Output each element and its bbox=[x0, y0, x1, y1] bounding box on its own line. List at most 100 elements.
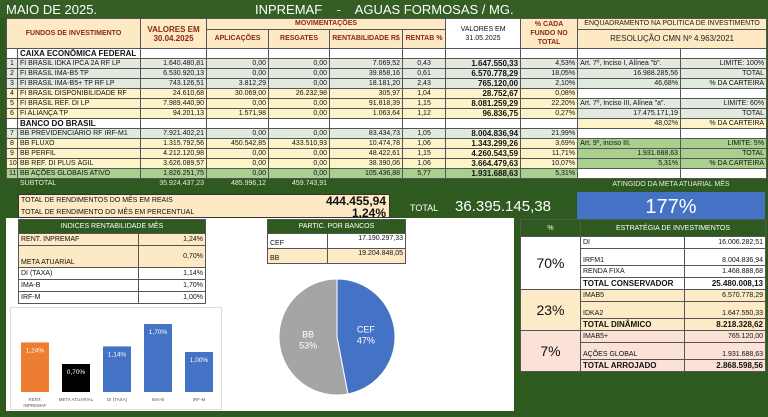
table-row[interactable]: 8 BB FLUXO 1.315.792,56 450.542,85 433.510,9… bbox=[6, 138, 768, 149]
row-number: 8 bbox=[6, 138, 18, 149]
enq-left: 17.475.171,19 bbox=[577, 108, 682, 119]
section-row: BANCO DO BRASIL 48,02%% DA CARTEIRA bbox=[6, 118, 768, 129]
bar bbox=[21, 342, 49, 392]
indice-label: META ATUARIAL bbox=[18, 245, 139, 268]
enq-left: Art. 7º, Inciso III, Alínea "a". bbox=[577, 98, 682, 109]
enq-left bbox=[577, 168, 682, 179]
resgates: 0,00 bbox=[268, 168, 331, 179]
aplicacoes: 30.069,00 bbox=[206, 88, 270, 99]
partic-table: PARTIC. POR BANCOS CEF 17.190.297,33 BB 19.… bbox=[267, 219, 406, 264]
rent-rs: 18.181,20 bbox=[329, 78, 404, 89]
rent-rs: 38.390,06 bbox=[329, 158, 404, 169]
value-mai: 6.570.778,29 bbox=[445, 68, 522, 79]
total-reais-label: TOTAL DE RENDIMENTOS DO MÊS EM REAIS bbox=[21, 197, 173, 204]
enq-left bbox=[577, 128, 682, 139]
pct-total: 2,10% bbox=[520, 78, 579, 89]
enq-right: % DA CARTEIRA bbox=[680, 78, 768, 89]
enq-right: TOTAL bbox=[680, 68, 768, 79]
strategy-value: 16.006.282,51 bbox=[683, 236, 767, 249]
total-pct-label: TOTAL DE RENDIMENTO DO MÊS EM PERCENTUAL bbox=[21, 209, 195, 216]
table-row[interactable]: 3 FI BRASIL IMA-B5+ TP RF LP 743.126,51 3.8… bbox=[6, 78, 768, 89]
fund-name: BB PREVIDENCIÁRIO RF IRF-M1 bbox=[16, 128, 142, 139]
section-name: BANCO DO BRASIL bbox=[16, 118, 142, 129]
strategy-label: AÇÕES GLOBAL bbox=[580, 342, 685, 360]
enq-left: 16.988.285,56 bbox=[577, 68, 682, 79]
aplicacoes: 0,00 bbox=[206, 68, 270, 79]
pie-slice bbox=[278, 278, 349, 396]
strategy-value: 765.120,00 bbox=[683, 330, 767, 343]
indice-label: DI (TAXA) bbox=[18, 267, 139, 280]
strategy-label: RENDA FIXA bbox=[580, 265, 685, 278]
enq-left: Art. 9º, inciso III. bbox=[577, 138, 682, 149]
row-number: 1 bbox=[6, 58, 18, 69]
pct-total: 5,31% bbox=[520, 168, 579, 179]
table-row[interactable]: 5 FI BRASIL REF. DI LP 7.989.440,90 0,00 0,0… bbox=[6, 98, 768, 109]
estrategia-table: % ESTRATÉGIA DE INVESTIMENTOS 70% DI 16.006… bbox=[520, 219, 767, 372]
estrategia-row: IRFM1 8.004.836,94 bbox=[520, 248, 767, 266]
partic-row: BB 19.204.848,05 bbox=[267, 248, 406, 264]
strategy-total-label: TOTAL ARROJADO bbox=[580, 359, 685, 372]
header-rent-pct: RENTAB % bbox=[402, 28, 447, 50]
row-number: 11 bbox=[6, 168, 18, 179]
bar-label: 1,00% bbox=[190, 357, 209, 364]
value-apr: 7.989.440,90 bbox=[140, 98, 208, 109]
estrategia-pct-header: % bbox=[520, 219, 581, 237]
bar-label: 1,24% bbox=[26, 347, 45, 354]
table-row[interactable]: 2 FI BRASIL IMA-B5 TP 6.530.920,13 0,00 0,00… bbox=[6, 68, 768, 79]
value-mai: 765.120,00 bbox=[445, 78, 522, 89]
rent-pct: 1,06 bbox=[402, 158, 447, 169]
table-row[interactable]: 4 FI BRASIL DISPONIBILIDADE RF 24.610,68 30… bbox=[6, 88, 768, 99]
table-row[interactable]: 9 BB PERFIL 4.212.120,98 0,00 0,00 48.422,61 1… bbox=[6, 148, 768, 159]
section-name: CAIXA ECONÔMICA FEDERAL bbox=[16, 48, 142, 59]
aplicacoes: 0,00 bbox=[206, 158, 270, 169]
strategy-label: IMAB5 bbox=[580, 289, 685, 302]
value-mai: 8.081.259,29 bbox=[445, 98, 522, 109]
table-row[interactable]: 10 BB REF. DI PLUS ÁGIL 3.626.089,57 0,00 0,… bbox=[6, 158, 768, 169]
aplicacoes: 0,00 bbox=[206, 148, 270, 159]
estrategia-row: RENDA FIXA 1.468.888,68 bbox=[520, 265, 767, 278]
header-valores-abr: VALORES EM 30.04.2025 bbox=[140, 18, 208, 49]
subtotal-aplic: 485.996,12 bbox=[206, 178, 270, 189]
rent-pct: 0,43 bbox=[402, 58, 447, 69]
row-number: 4 bbox=[6, 88, 18, 99]
bar-label: 1,70% bbox=[149, 329, 168, 336]
strategy-value: 1.468.888,68 bbox=[683, 265, 767, 278]
pct-total: 21,99% bbox=[520, 128, 579, 139]
value-apr: 1.826.251,75 bbox=[140, 168, 208, 179]
rent-pct: 1,05 bbox=[402, 128, 447, 139]
header-resgates: RESGATES bbox=[268, 28, 331, 50]
fund-name: BB FLUXO bbox=[16, 138, 142, 149]
pct-total: 22,20% bbox=[520, 98, 579, 109]
meta-value: 177% bbox=[577, 192, 765, 222]
table-row[interactable]: 6 FI ALIANÇA TP 94.201,13 1.571,98 0,00 1.063… bbox=[6, 108, 768, 119]
indice-row: IRF-M 1,00% bbox=[18, 291, 206, 304]
value-apr: 1.315.792,56 bbox=[140, 138, 208, 149]
resgates: 0,00 bbox=[268, 68, 331, 79]
value-mai: 3.664.479,63 bbox=[445, 158, 522, 169]
pct-total: 4,53% bbox=[520, 58, 579, 69]
bar-category: RENT. bbox=[28, 397, 41, 402]
fund-name: FI BRASIL DISPONIBILIDADE RF bbox=[16, 88, 142, 99]
table-row[interactable]: 1 FI BRASIL IDKA IPCA 2A RF LP 1.640.480,8… bbox=[6, 58, 768, 69]
rent-pct: 1,12 bbox=[402, 108, 447, 119]
value-mai: 4.260.543,59 bbox=[445, 148, 522, 159]
strategy-value: 1.647.550,33 bbox=[683, 301, 767, 319]
bar bbox=[144, 324, 172, 392]
table-row[interactable]: 11 BB AÇÕES GLOBAIS ATIVO 1.826.251,75 0,00… bbox=[6, 168, 768, 179]
header-resolucao: RESOLUÇÃO CMN Nº 4.963/2021 bbox=[577, 28, 768, 50]
rent-rs: 305,97 bbox=[329, 88, 404, 99]
rent-rs: 39.858,16 bbox=[329, 68, 404, 79]
value-apr: 24.610,68 bbox=[140, 88, 208, 99]
resgates: 0,00 bbox=[268, 148, 331, 159]
pie-label: 47% bbox=[357, 335, 375, 345]
table-row[interactable]: 7 BB PREVIDENCIÁRIO RF IRF-M1 7.921.402,21… bbox=[6, 128, 768, 139]
estrategia-row: AÇÕES GLOBAL 1.931.688,63 bbox=[520, 342, 767, 360]
rent-rs: 105.436,88 bbox=[329, 168, 404, 179]
rent-rs: 7.069,52 bbox=[329, 58, 404, 69]
enq-right: LIMITE: 5% bbox=[680, 138, 768, 149]
header-movimentacoes: MOVIMENTAÇÕES bbox=[206, 18, 447, 30]
indice-row: RENT. INPREMAF 1,24% bbox=[18, 233, 206, 246]
row-number: 3 bbox=[6, 78, 18, 89]
pie-category: BB bbox=[302, 330, 314, 340]
